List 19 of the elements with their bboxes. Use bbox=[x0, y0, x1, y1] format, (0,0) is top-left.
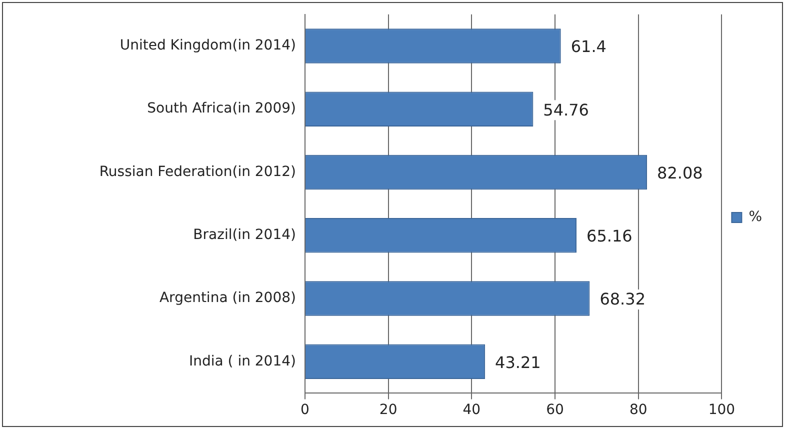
x-tick-label: 0 bbox=[300, 402, 310, 418]
x-tick-label: 80 bbox=[629, 402, 648, 418]
y-tick-label: South Africa(in 2009) bbox=[147, 100, 296, 117]
x-tick-label: 60 bbox=[546, 402, 564, 418]
data-label: 43.21 bbox=[495, 352, 541, 372]
legend-label: % bbox=[748, 209, 762, 226]
x-tick-label: 100 bbox=[708, 402, 736, 418]
y-tick-label: United Kingdom(in 2014) bbox=[120, 38, 296, 54]
data-label: 82.08 bbox=[657, 163, 703, 182]
y-tick-label: Argentina (in 2008) bbox=[159, 290, 296, 306]
data-label: 68.32 bbox=[600, 290, 646, 309]
data-label: 54.76 bbox=[543, 100, 589, 120]
x-tick-label: 20 bbox=[379, 402, 398, 418]
y-tick-label: India ( in 2014) bbox=[188, 353, 296, 370]
y-tick-label: Brazil(in 2014) bbox=[193, 227, 296, 244]
data-label: 61.4 bbox=[570, 37, 606, 56]
x-tick-label: 40 bbox=[462, 402, 481, 418]
data-label: 65.16 bbox=[586, 226, 632, 246]
y-tick-label: Russian Federation(in 2012) bbox=[99, 164, 296, 180]
